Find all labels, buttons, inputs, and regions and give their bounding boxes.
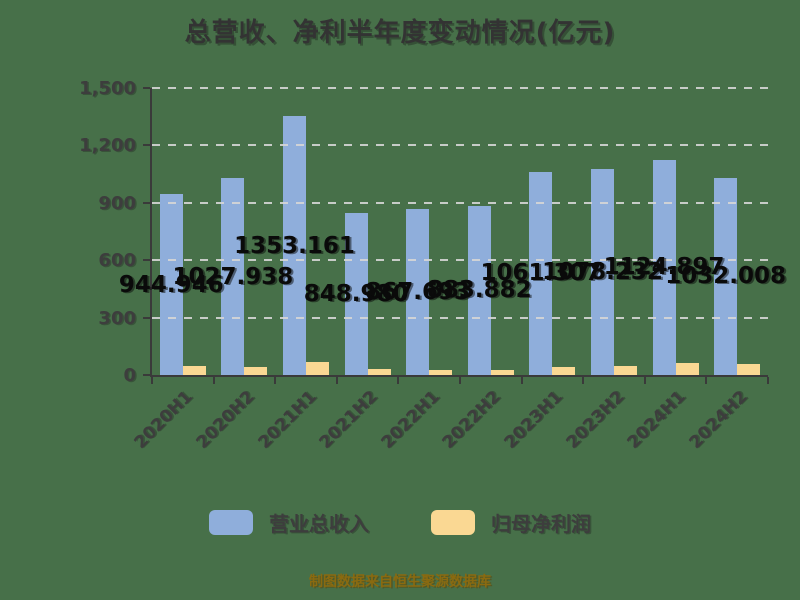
profit-bar[interactable] xyxy=(490,369,514,375)
bar-group: 1061.307 2023H1 xyxy=(480,88,601,453)
y-axis-label: 600 xyxy=(98,250,136,272)
revenue-bar-label: 1353.161 xyxy=(234,232,355,259)
x-axis-category-label: 2022H2 xyxy=(438,387,505,454)
gridline xyxy=(152,144,768,147)
y-axis-tick xyxy=(143,144,150,147)
y-axis-label: 1,500 xyxy=(79,78,136,99)
x-axis-tick xyxy=(582,377,585,384)
revenue-bar[interactable]: 1124.897 xyxy=(604,159,724,375)
legend-item-revenue[interactable]: 营业总收入 xyxy=(209,508,369,537)
x-axis-category-label: 2021H2 xyxy=(315,387,382,454)
chart-title: 总营收、净利半年度变动情况(亿元) xyxy=(184,18,616,48)
y-axis-label: 1,200 xyxy=(79,135,136,157)
profit-bar[interactable] xyxy=(367,368,391,375)
revenue-bar[interactable]: 1061.307 xyxy=(480,171,601,375)
bar-group: 1353.161 2021H1 xyxy=(234,88,355,453)
profit-bar[interactable] xyxy=(552,367,576,375)
revenue-bar[interactable]: 867.693 xyxy=(365,208,470,375)
x-axis-tick xyxy=(274,377,277,384)
y-axis-tick xyxy=(143,316,150,319)
revenue-bar[interactable]: 1032.008 xyxy=(665,177,786,375)
x-axis-tick xyxy=(767,377,769,384)
revenue-bar-label: 1078.232 xyxy=(542,258,663,285)
revenue-bar-label: 883.882 xyxy=(426,277,532,304)
revenue-bar-label: 1027.938 xyxy=(172,263,294,290)
bar-group: 1124.897 2024H1 xyxy=(604,88,724,453)
x-axis-category-label: 2022H1 xyxy=(377,387,444,454)
bar-groups: 944.946 2020H1 1027.938 2020H2 1353.161 2021H… xyxy=(119,88,786,453)
revenue-bar-label: 867.693 xyxy=(365,278,471,305)
profit-bar[interactable] xyxy=(305,362,329,375)
profit-swatch xyxy=(431,510,475,535)
bar-group: 1032.008 2024H2 xyxy=(665,88,786,453)
bar-group: 867.693 2022H1 xyxy=(365,88,470,453)
gridline xyxy=(152,259,768,262)
bar-group: 883.882 2022H2 xyxy=(427,88,532,453)
gridline xyxy=(152,201,768,204)
y-axis-label: 300 xyxy=(98,307,136,329)
revenue-bar[interactable]: 1353.161 xyxy=(234,116,355,375)
profit-legend-label: 归母净利润 xyxy=(491,512,591,536)
x-axis-category-label: 2023H1 xyxy=(500,387,567,454)
revenue-bar[interactable]: 883.882 xyxy=(427,205,532,375)
x-axis-tick xyxy=(151,377,153,384)
revenue-bar[interactable]: 944.946 xyxy=(119,194,224,375)
profit-bar[interactable] xyxy=(613,365,637,375)
x-axis-tick xyxy=(212,377,215,384)
profit-bar[interactable] xyxy=(244,366,268,375)
revenue-legend-label: 营业总收入 xyxy=(269,512,369,536)
x-axis-tick xyxy=(520,377,523,384)
gridline xyxy=(152,87,768,89)
revenue-bar-label: 944.946 xyxy=(118,271,224,298)
bar-group: 944.946 2020H1 xyxy=(119,88,224,453)
y-axis-tick xyxy=(143,201,150,204)
x-axis-category-label: 2021H1 xyxy=(254,387,321,454)
x-axis-tick xyxy=(643,377,646,384)
x-axis-category-label: 2023H2 xyxy=(562,387,629,454)
profit-bar[interactable] xyxy=(182,366,206,375)
gridline xyxy=(152,316,768,319)
x-axis-tick xyxy=(705,377,708,384)
profit-bar[interactable] xyxy=(675,362,699,375)
y-axis-label: 900 xyxy=(98,192,136,214)
profit-bar[interactable] xyxy=(737,364,761,375)
revenue-bar-label: 1124.897 xyxy=(603,254,725,281)
revenue-bar[interactable]: 1027.938 xyxy=(173,178,293,375)
revenue-bar[interactable]: 1078.232 xyxy=(542,168,663,375)
x-axis-tick xyxy=(459,377,461,384)
plot-area: 944.946 2020H1 1027.938 2020H2 1353.161 2021H… xyxy=(79,78,786,453)
data-source-note: 制图数据来自恒生聚源数据库 xyxy=(309,574,491,590)
revenue-swatch xyxy=(209,510,253,535)
bar-group: 848.980 2021H2 xyxy=(304,88,408,453)
x-axis-category-label: 2020H2 xyxy=(192,387,259,454)
x-axis-category-label: 2024H1 xyxy=(623,387,690,454)
x-axis-category-label: 2020H1 xyxy=(130,387,197,454)
y-axis-tick xyxy=(143,374,150,376)
revenue-bar[interactable]: 848.980 xyxy=(304,212,408,375)
y-axis-tick xyxy=(143,259,150,262)
bar-group: 1078.232 2023H2 xyxy=(542,88,663,453)
y-axis-tick xyxy=(143,87,150,89)
x-axis-tick xyxy=(397,377,400,384)
profit-bar[interactable] xyxy=(429,370,453,375)
x-axis-category-label: 2024H2 xyxy=(685,387,752,454)
revenue-bar-label: 1061.307 xyxy=(480,260,602,287)
revenue-bar-label: 1032.008 xyxy=(665,263,787,290)
y-axis-label: 0 xyxy=(123,365,136,386)
legend: 营业总收入 归母净利润 xyxy=(0,508,800,537)
bar-group: 1027.938 2020H2 xyxy=(173,88,293,453)
x-axis-tick xyxy=(335,377,338,384)
legend-item-profit[interactable]: 归母净利润 xyxy=(431,508,591,537)
revenue-bar-label: 848.980 xyxy=(303,280,409,307)
